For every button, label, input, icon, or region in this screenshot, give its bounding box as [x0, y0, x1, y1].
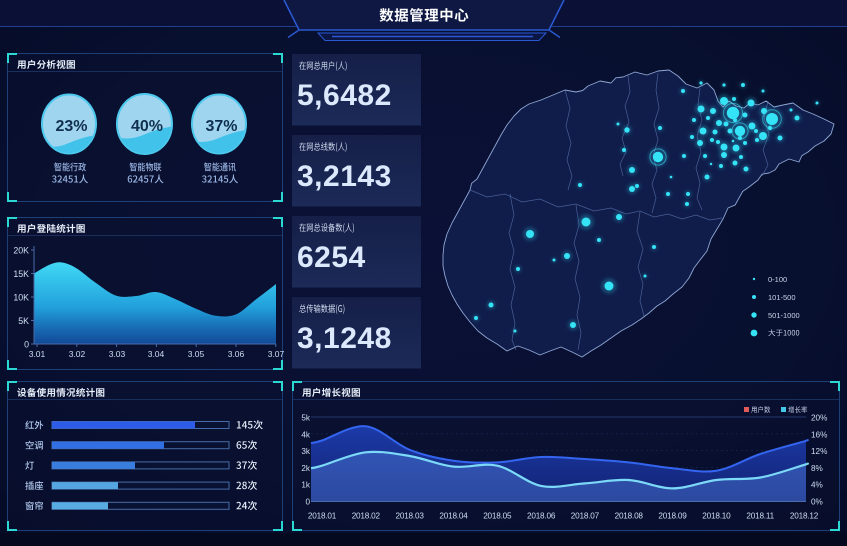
svg-text:101-500: 101-500: [768, 293, 796, 302]
svg-text:8%: 8%: [811, 464, 823, 473]
svg-text:2018.05: 2018.05: [483, 512, 512, 521]
svg-text:2018.11: 2018.11: [746, 512, 774, 521]
svg-text:23%: 23%: [55, 118, 87, 135]
svg-text:6254: 6254: [297, 241, 366, 274]
svg-text:0: 0: [24, 340, 29, 350]
svg-text:3.03: 3.03: [109, 349, 126, 359]
svg-text:2018.10: 2018.10: [702, 512, 731, 521]
svg-text:5,6482: 5,6482: [297, 79, 392, 112]
svg-text:501-1000: 501-1000: [768, 311, 800, 320]
svg-text:2018.01: 2018.01: [308, 512, 337, 521]
svg-text:20K: 20K: [13, 246, 29, 256]
svg-text:3.06: 3.06: [228, 349, 245, 359]
svg-text:0-100: 0-100: [768, 275, 787, 284]
svg-text:3,1248: 3,1248: [297, 322, 392, 355]
svg-text:3.01: 3.01: [29, 349, 46, 359]
svg-text:3.04: 3.04: [148, 349, 165, 359]
svg-text:2018.02: 2018.02: [352, 512, 381, 521]
svg-text:3k: 3k: [301, 447, 311, 456]
svg-text:2018.09: 2018.09: [658, 512, 687, 521]
svg-text:20%: 20%: [811, 414, 827, 423]
svg-text:40%: 40%: [131, 118, 163, 135]
svg-text:5K: 5K: [18, 316, 29, 326]
svg-text:1k: 1k: [301, 481, 311, 490]
svg-text:10K: 10K: [13, 293, 29, 303]
svg-text:37%: 37%: [205, 118, 237, 135]
svg-text:2018.12: 2018.12: [790, 512, 819, 521]
svg-text:3,2143: 3,2143: [297, 160, 392, 193]
svg-text:5k: 5k: [301, 414, 311, 423]
svg-text:12%: 12%: [811, 447, 827, 456]
svg-text:15K: 15K: [13, 269, 29, 279]
svg-text:0: 0: [305, 498, 310, 507]
svg-text:2018.08: 2018.08: [615, 512, 644, 521]
svg-text:3.02: 3.02: [69, 349, 86, 359]
svg-text:3.05: 3.05: [188, 349, 205, 359]
svg-text:2018.07: 2018.07: [571, 512, 600, 521]
svg-text:2018.04: 2018.04: [439, 512, 468, 521]
svg-text:16%: 16%: [811, 430, 827, 439]
svg-text:0%: 0%: [811, 498, 823, 507]
svg-text:4%: 4%: [811, 481, 823, 490]
svg-text:2018.03: 2018.03: [395, 512, 424, 521]
svg-text:2k: 2k: [301, 464, 311, 473]
svg-text:3.07: 3.07: [268, 349, 285, 359]
svg-text:4k: 4k: [301, 430, 311, 439]
svg-text:2018.06: 2018.06: [527, 512, 556, 521]
